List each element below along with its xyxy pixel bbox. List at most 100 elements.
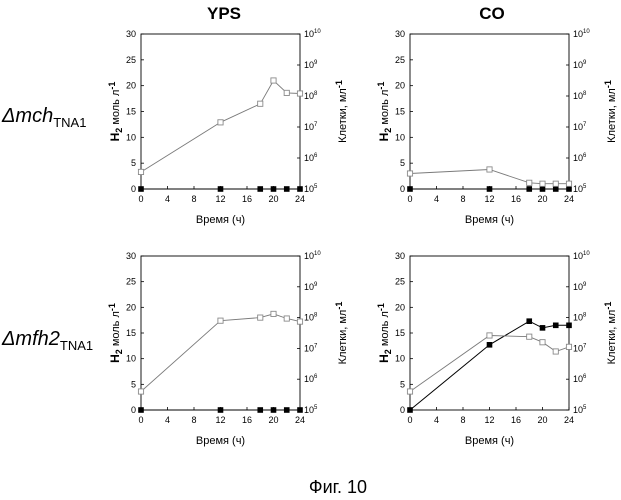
y-tick-label: 15 bbox=[126, 328, 136, 338]
row-label-mch: ΔmchTNA1 bbox=[1, 105, 86, 130]
cells-marker bbox=[539, 180, 546, 187]
y2-tick-label: 109 bbox=[573, 282, 587, 292]
y-axis-label: H2 моль л-1 bbox=[107, 303, 124, 363]
y-tick-label: 10 bbox=[126, 132, 136, 142]
cells-marker bbox=[526, 179, 533, 186]
h2-marker bbox=[539, 325, 546, 331]
y-tick-label: 0 bbox=[131, 184, 136, 194]
y-tick-label: 25 bbox=[126, 277, 136, 287]
cells-marker bbox=[539, 339, 546, 346]
x-tick-label: 24 bbox=[295, 415, 305, 425]
plot-frame bbox=[140, 255, 301, 411]
x-tick-label: 4 bbox=[165, 415, 170, 425]
y2-tick-label: 105 bbox=[573, 405, 587, 415]
h2-marker bbox=[539, 186, 546, 192]
y-tick-label: 5 bbox=[131, 158, 136, 168]
y-tick-label: 10 bbox=[126, 354, 136, 364]
h2-marker bbox=[138, 407, 144, 413]
x-axis-label: Время (ч) bbox=[196, 435, 245, 447]
y-axis-label: H2 моль л-1 bbox=[376, 82, 393, 142]
cells-marker bbox=[217, 119, 224, 126]
y2-tick-label: 108 bbox=[573, 313, 587, 323]
cells-marker bbox=[486, 332, 493, 339]
x-tick-label: 16 bbox=[242, 194, 252, 204]
row-label-subscript: TNA1 bbox=[53, 115, 86, 130]
chart-panel-yps-mfh2: 0 4 8 12 16 20 24 0 5 10 15 20 25 30 105 106 107 108 109 10… bbox=[107, 251, 349, 447]
cells-line bbox=[140, 79, 301, 173]
chart-panel-co-mch: 0 4 8 12 16 20 24 0 5 10 15 20 25 30 105 106 107 108 109 10… bbox=[376, 29, 618, 226]
y2-axis-label: Клетки, мл-1 bbox=[603, 80, 618, 143]
x-axis-label: Время (ч) bbox=[465, 214, 514, 226]
cells-marker bbox=[486, 166, 493, 173]
y2-tick-label: 1010 bbox=[304, 251, 321, 261]
column-title-yps: YPS bbox=[207, 4, 241, 23]
plot-frame bbox=[409, 33, 570, 190]
y-tick-label: 5 bbox=[131, 379, 136, 389]
row-label-gene: mch bbox=[15, 105, 53, 127]
x-tick-label: 12 bbox=[484, 194, 494, 204]
x-tick-label: 20 bbox=[268, 194, 278, 204]
x-tick-label: 20 bbox=[537, 194, 547, 204]
h2-marker bbox=[270, 407, 277, 413]
x-tick-label: 4 bbox=[434, 415, 439, 425]
y-tick-label: 20 bbox=[126, 81, 136, 91]
cells-marker bbox=[552, 348, 559, 355]
cells-marker bbox=[552, 180, 559, 187]
y2-tick-label: 107 bbox=[573, 122, 587, 132]
row-label-gene: mfh2 bbox=[15, 328, 59, 350]
cells-marker bbox=[257, 100, 264, 107]
x-tick-label: 4 bbox=[165, 194, 170, 204]
y2-tick-label: 1010 bbox=[304, 29, 321, 39]
y-tick-label: 5 bbox=[400, 379, 405, 389]
y2-tick-label: 106 bbox=[573, 153, 587, 163]
h2-marker bbox=[566, 186, 572, 192]
x-tick-label: 8 bbox=[191, 194, 196, 204]
h2-marker bbox=[486, 342, 493, 348]
y2-tick-label: 1010 bbox=[573, 29, 590, 39]
row-label-delta: Δ bbox=[1, 328, 15, 350]
h2-marker bbox=[486, 186, 493, 192]
h2-marker bbox=[283, 407, 290, 413]
chart-panel-yps-mch: 0 4 8 12 16 20 24 0 5 10 15 20 25 30 105 106 107 108 109 10… bbox=[107, 29, 349, 226]
y2-tick-label: 109 bbox=[573, 60, 587, 70]
y-tick-label: 0 bbox=[400, 184, 405, 194]
cells-marker bbox=[526, 333, 533, 340]
h2-marker bbox=[257, 407, 264, 413]
y-tick-label: 25 bbox=[395, 55, 405, 65]
cells-marker bbox=[406, 170, 414, 177]
row-label-mfh2: Δmfh2TNA1 bbox=[1, 328, 93, 353]
y2-tick-label: 105 bbox=[304, 184, 318, 194]
h2-marker bbox=[552, 186, 559, 192]
cells-marker bbox=[283, 89, 290, 96]
x-axis-label: Время (ч) bbox=[196, 214, 245, 226]
cells-marker bbox=[137, 168, 145, 176]
y-tick-label: 25 bbox=[395, 277, 405, 287]
y-tick-label: 0 bbox=[131, 405, 136, 415]
y-tick-label: 30 bbox=[395, 29, 405, 39]
cells-marker bbox=[137, 388, 145, 395]
y-tick-label: 15 bbox=[395, 328, 405, 338]
cells-marker bbox=[565, 180, 573, 187]
y2-tick-label: 107 bbox=[304, 122, 318, 132]
h2-marker bbox=[270, 186, 277, 192]
x-tick-label: 16 bbox=[242, 415, 252, 425]
x-tick-label: 24 bbox=[295, 194, 305, 204]
cells-marker bbox=[406, 388, 414, 395]
h2-marker bbox=[217, 407, 224, 413]
y2-axis-label: Клетки, мл-1 bbox=[334, 80, 349, 143]
h2-marker bbox=[283, 186, 290, 192]
y2-tick-label: 106 bbox=[304, 153, 318, 163]
y2-tick-label: 107 bbox=[304, 343, 318, 353]
h2-marker bbox=[138, 186, 144, 192]
h2-marker bbox=[407, 407, 413, 413]
cells-marker bbox=[270, 310, 277, 317]
x-tick-label: 16 bbox=[511, 415, 521, 425]
x-tick-label: 12 bbox=[215, 415, 225, 425]
h2-marker bbox=[407, 186, 413, 192]
y-tick-label: 30 bbox=[126, 29, 136, 39]
y-tick-label: 15 bbox=[126, 107, 136, 117]
cells-marker bbox=[296, 318, 304, 325]
y-tick-label: 30 bbox=[395, 251, 405, 261]
y2-tick-label: 105 bbox=[304, 405, 318, 415]
